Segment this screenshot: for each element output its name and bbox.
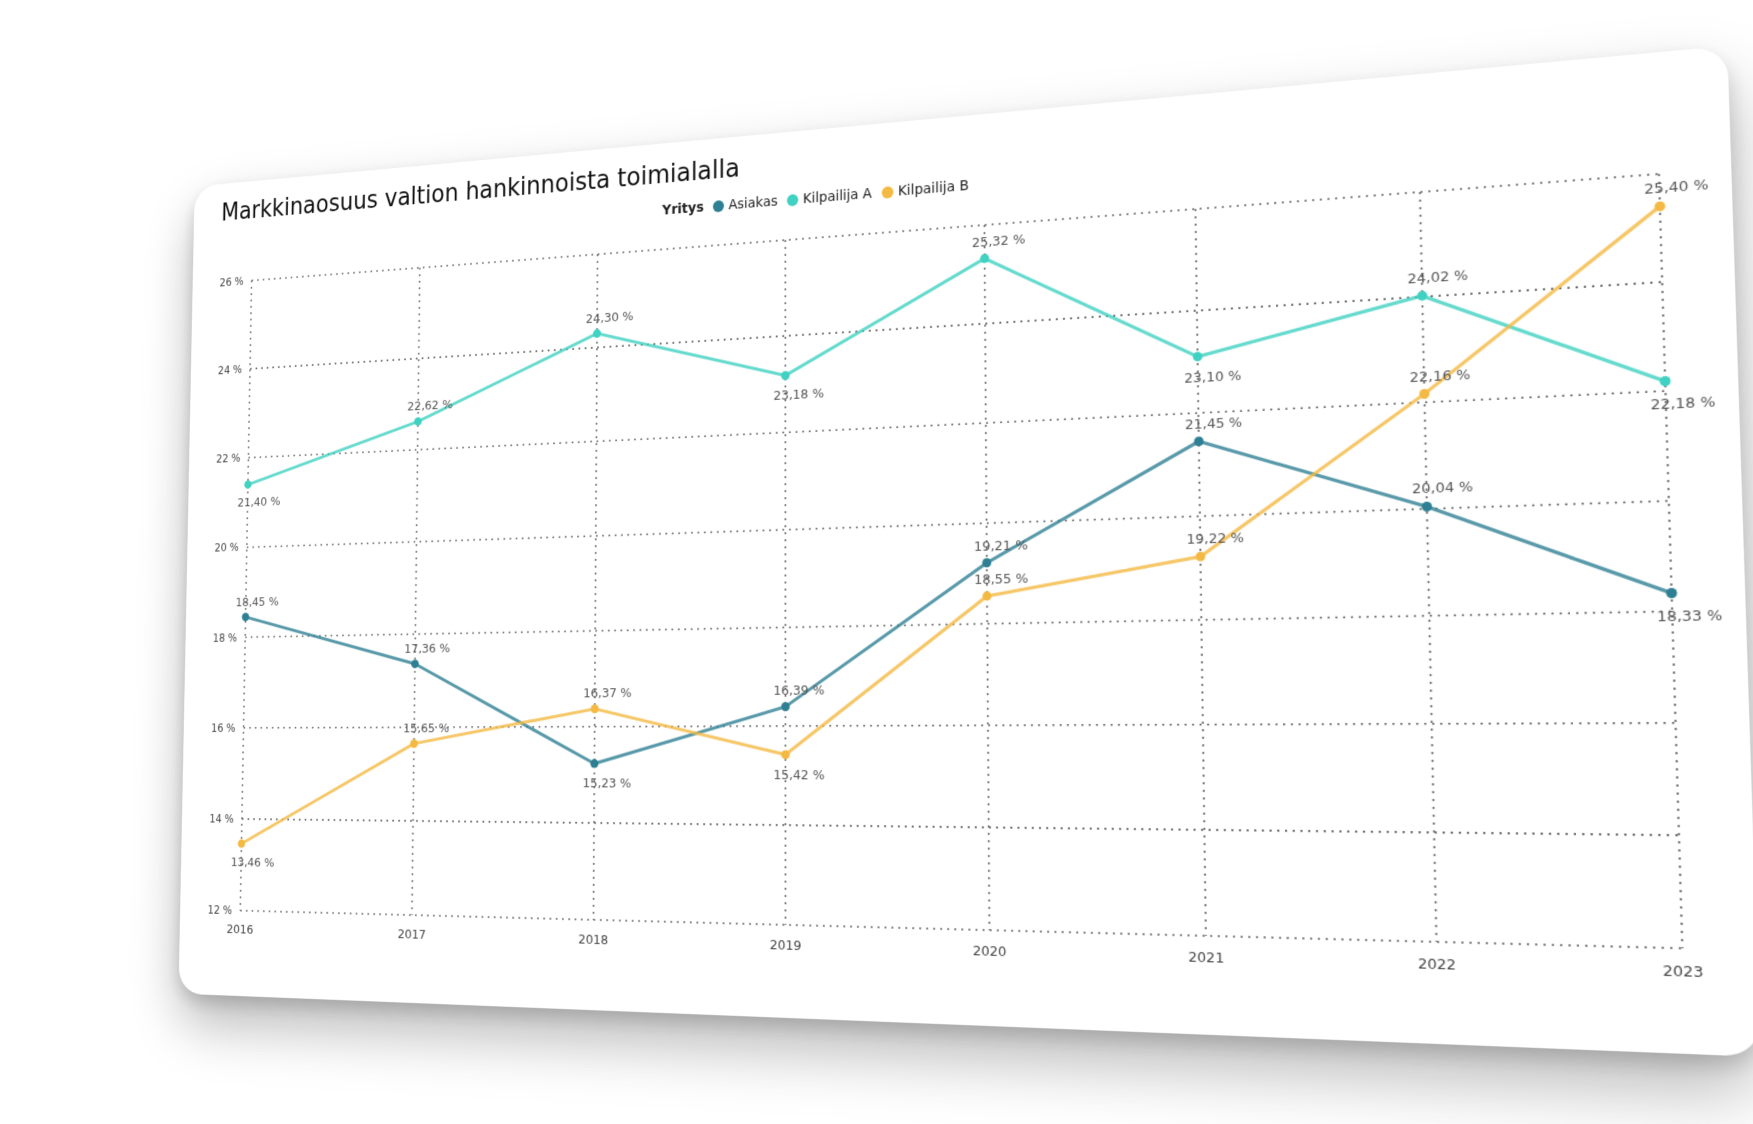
y-gridline (252, 174, 1659, 281)
data-point (414, 417, 422, 426)
y-gridline (250, 282, 1662, 369)
data-point (1417, 290, 1428, 301)
x-tick-label: 2019 (770, 936, 802, 953)
data-point (241, 612, 250, 622)
x-gridline (1195, 209, 1205, 936)
x-gridline (1420, 192, 1437, 942)
data-point (781, 370, 790, 381)
data-label: 22,18 % (1650, 392, 1716, 412)
data-point (1666, 587, 1678, 599)
x-gridline (593, 254, 597, 920)
data-label: 25,32 % (972, 231, 1026, 251)
y-tick-label: 18 % (213, 631, 238, 645)
data-label: 19,21 % (974, 536, 1028, 554)
data-label: 16,39 % (773, 682, 824, 698)
series-line-2 (241, 206, 1679, 865)
data-label: 18,55 % (974, 570, 1028, 587)
data-label: 22,62 % (407, 397, 452, 414)
data-label: 15,42 % (773, 767, 824, 783)
y-tick-label: 22 % (216, 451, 240, 465)
x-tick-label: 2021 (1188, 948, 1224, 966)
data-label: 15,23 % (583, 775, 632, 791)
x-tick-label: 2017 (397, 926, 425, 942)
y-gridline (247, 501, 1669, 547)
data-point (592, 328, 602, 339)
data-label: 13,46 % (231, 854, 275, 869)
data-label: 23,18 % (773, 385, 824, 403)
y-gridline (240, 911, 1682, 949)
y-tick-label: 16 % (211, 721, 236, 734)
y-gridline (244, 723, 1676, 728)
x-gridline (412, 268, 420, 915)
data-point (980, 253, 990, 264)
y-tick-label: 14 % (209, 812, 234, 826)
data-label: 24,02 % (1407, 266, 1468, 287)
y-tick-label: 20 % (214, 541, 238, 555)
x-tick-label: 2016 (226, 921, 253, 936)
data-point (244, 480, 252, 489)
data-point (781, 702, 790, 712)
data-point (1421, 501, 1433, 512)
y-tick-label: 26 % (220, 274, 244, 289)
y-tick-label: 12 % (208, 903, 233, 917)
x-tick-label: 2023 (1662, 961, 1703, 980)
data-label: 21,45 % (1185, 414, 1242, 433)
data-point (410, 739, 418, 748)
y-gridline (242, 819, 1679, 835)
data-label: 16,37 % (583, 685, 631, 701)
data-point (982, 558, 992, 568)
x-gridline (1659, 174, 1682, 948)
data-label: 25,40 % (1644, 176, 1709, 198)
data-label: 22,16 % (1409, 365, 1470, 385)
data-point (781, 750, 790, 760)
x-tick-label: 2022 (1418, 955, 1457, 974)
data-point (590, 759, 599, 769)
data-label: 18,33 % (1656, 606, 1722, 625)
line-chart: 12 % 14 % 16 % 18 % 20 % 22 % 24 % 26 % 2016 2017… (208, 46, 1723, 981)
y-tick-label: 24 % (218, 363, 242, 378)
x-tick-label: 2018 (578, 931, 608, 947)
data-label: 17,36 % (404, 640, 450, 655)
data-point (590, 704, 599, 714)
data-label: 21,40 % (237, 494, 280, 510)
x-tick-label: 2020 (973, 942, 1007, 959)
series-line-0 (243, 421, 1677, 766)
data-label: 20,04 % (1412, 478, 1473, 497)
series-line-1 (248, 211, 1667, 485)
y-gridline (245, 611, 1672, 637)
data-point (1659, 375, 1671, 387)
data-label: 18,45 % (235, 594, 278, 609)
data-point (982, 591, 992, 601)
data-label: 19,22 % (1186, 529, 1244, 547)
chart-card: Markkinaosuus valtion hankinnoista toimi… (178, 45, 1753, 1057)
data-point (1192, 351, 1203, 362)
data-label: 23,10 % (1184, 367, 1241, 386)
data-label: 24,30 % (586, 308, 634, 326)
data-label: 15,65 % (403, 720, 449, 735)
